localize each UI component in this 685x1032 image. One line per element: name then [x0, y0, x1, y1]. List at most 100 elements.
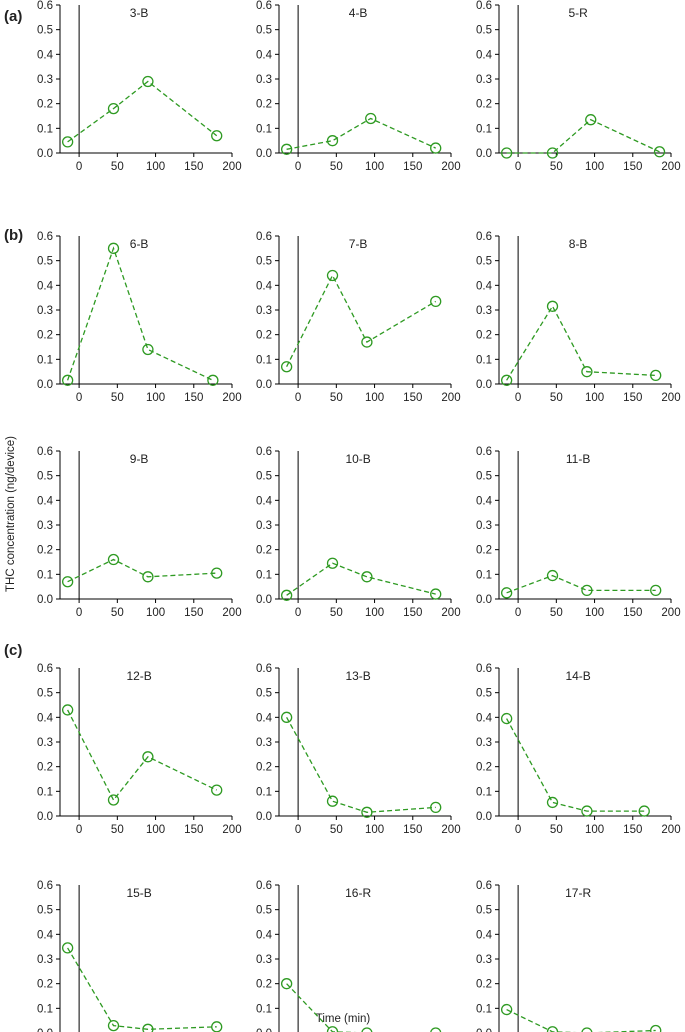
section-label-c: (c): [4, 642, 22, 659]
x-tick-label: 200: [661, 607, 680, 619]
x-tick-label: 50: [111, 161, 124, 173]
data-point: [546, 147, 559, 159]
series-line: [506, 118, 660, 154]
data-point: [211, 1021, 223, 1032]
data-point: [61, 704, 74, 716]
y-tick-label: 0.3: [476, 520, 492, 532]
panel-title: 15-B: [126, 886, 151, 900]
x-tick-label: 200: [441, 824, 460, 836]
x-tick-label: 0: [295, 161, 301, 173]
x-tick-label: 150: [623, 392, 642, 404]
data-point: [280, 361, 293, 373]
y-tick-label: 0.3: [256, 305, 272, 317]
y-tick-label: 0.0: [476, 811, 492, 823]
y-tick-label: 0.4: [37, 49, 54, 61]
panel-title: 4-B: [349, 6, 368, 20]
data-point: [546, 300, 559, 312]
x-tick-label: 100: [365, 607, 384, 619]
x-tick-label: 100: [365, 392, 384, 404]
data-point: [365, 112, 377, 125]
x-tick-label: 200: [441, 392, 460, 404]
data-point: [326, 269, 339, 282]
x-tick-label: 100: [585, 824, 604, 836]
y-tick-label: 0.1: [37, 354, 53, 366]
x-tick-label: 100: [365, 824, 384, 836]
y-tick-label: 0.4: [256, 929, 273, 941]
panel-title: 6-B: [130, 237, 149, 251]
series-line: [67, 947, 217, 1030]
y-tick-label: 0.1: [256, 569, 272, 581]
y-tick-label: 0.1: [256, 786, 272, 798]
x-tick-label: 0: [295, 392, 301, 404]
y-tick-label: 0.6: [37, 880, 53, 892]
data-point: [500, 1003, 513, 1016]
x-tick-label: 100: [146, 824, 165, 836]
x-tick-label: 50: [550, 824, 563, 836]
y-tick-label: 0.5: [256, 471, 272, 483]
y-tick-label: 0.6: [476, 663, 492, 675]
y-tick-label: 0.2: [37, 545, 53, 557]
y-tick-label: 0.0: [476, 594, 492, 606]
y-tick-label: 0.0: [37, 379, 53, 391]
y-tick-label: 0.5: [256, 905, 272, 917]
y-tick-label: 0.6: [256, 446, 272, 458]
data-point: [650, 369, 662, 382]
y-tick-label: 0.5: [476, 25, 492, 37]
y-tick-label: 0.6: [476, 446, 492, 458]
y-tick-label: 0.0: [256, 148, 272, 160]
y-tick-label: 0.4: [476, 280, 493, 292]
panel-4-B: 0.0 0.1 0.2 0.3 0.4 0.5 0.6 0 50 100 150 200 4-B: [256, 0, 461, 173]
data-point: [211, 130, 223, 142]
series-line: [506, 1009, 656, 1032]
data-point: [653, 146, 666, 158]
data-point: [280, 143, 293, 155]
y-tick-label: 0.3: [256, 74, 272, 86]
data-point: [107, 553, 120, 566]
y-tick-label: 0.0: [37, 1028, 53, 1032]
y-tick-label: 0.1: [256, 1003, 272, 1015]
y-tick-label: 0.1: [256, 354, 272, 366]
data-point: [650, 1024, 662, 1032]
panel-title: 17-R: [565, 886, 591, 900]
y-tick-label: 0.6: [256, 0, 272, 12]
data-point: [107, 102, 120, 115]
data-point: [280, 711, 293, 723]
y-tick-label: 0.3: [256, 737, 272, 749]
series-line: [67, 558, 217, 583]
data-point: [207, 374, 219, 386]
x-tick-label: 150: [623, 824, 642, 836]
panel-3-B: 0.0 0.1 0.2 0.3 0.4 0.5 0.6 0 50 100 150 200 3-B: [37, 0, 242, 173]
y-tick-label: 0.2: [476, 762, 492, 774]
x-tick-label: 150: [403, 607, 422, 619]
y-tick-label: 0.1: [476, 1003, 492, 1015]
panel-title: 10-B: [345, 452, 370, 466]
y-tick-label: 0.6: [37, 231, 53, 243]
x-tick-label: 0: [515, 392, 521, 404]
x-tick-label: 200: [661, 161, 680, 173]
y-tick-label: 0.5: [476, 256, 492, 268]
x-tick-label: 100: [146, 161, 165, 173]
x-tick-label: 150: [403, 392, 422, 404]
panel-title: 16-R: [345, 886, 371, 900]
y-tick-label: 0.4: [256, 49, 273, 61]
panel-title: 14-B: [565, 669, 590, 683]
y-tick-label: 0.0: [476, 148, 492, 160]
series-line: [67, 80, 218, 143]
y-tick-label: 0.5: [476, 905, 492, 917]
data-point: [361, 1027, 373, 1032]
y-tick-label: 0.6: [37, 663, 53, 675]
y-tick-label: 0.2: [476, 979, 492, 991]
y-tick-label: 0.4: [37, 712, 54, 724]
panel-title: 5-R: [568, 6, 588, 20]
series-line: [506, 574, 656, 594]
y-tick-label: 0.4: [256, 712, 273, 724]
y-tick-label: 0.0: [256, 379, 272, 391]
data-point: [326, 135, 339, 147]
y-tick-label: 0.1: [37, 569, 53, 581]
panel-title: 13-B: [345, 669, 370, 683]
y-tick-label: 0.0: [256, 1028, 272, 1032]
series-line: [286, 562, 436, 596]
x-tick-label: 0: [515, 824, 521, 836]
x-tick-label: 100: [365, 161, 384, 173]
